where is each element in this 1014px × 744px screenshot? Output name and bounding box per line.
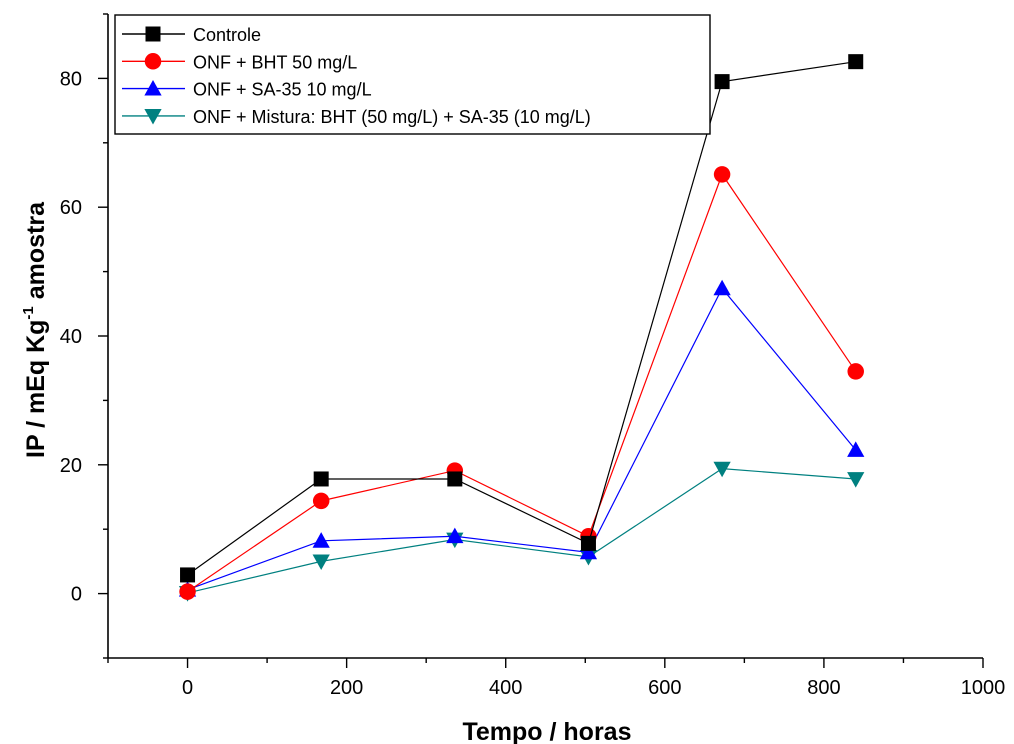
legend-label: ONF + Mistura: BHT (50 mg/L) + SA-35 (10… — [193, 107, 591, 127]
legend-marker — [144, 53, 162, 70]
data-point — [313, 471, 329, 487]
series-triangle-down — [178, 461, 865, 602]
data-point — [713, 461, 731, 478]
series-triangle-up — [178, 279, 865, 597]
x-axis-title: Tempo / horas — [462, 718, 631, 744]
series-line — [187, 287, 857, 591]
series-line — [187, 173, 857, 593]
data-point — [179, 583, 196, 600]
legend-label: ONF + SA-35 10 mg/L — [193, 80, 372, 100]
y-tick-label: 20 — [60, 455, 82, 477]
data-point — [713, 166, 731, 183]
y-axis-title-sup: -1 — [20, 306, 37, 319]
data-point — [847, 363, 864, 380]
data-point — [446, 527, 464, 544]
x-tick-label: 1000 — [961, 677, 1006, 699]
legend-label: ONF + BHT 50 mg/L — [193, 52, 357, 72]
y-axis-title-main: IP / mEq Kg — [22, 320, 50, 458]
series-line — [187, 468, 856, 594]
x-tick-label: 800 — [807, 677, 840, 699]
x-tick-label: 400 — [489, 677, 522, 699]
y-tick-label: 60 — [60, 197, 82, 219]
data-point — [579, 543, 598, 560]
legend-marker — [145, 26, 161, 42]
series-square — [180, 54, 864, 583]
series-line — [187, 61, 856, 576]
legend-marker — [144, 79, 162, 96]
data-point — [847, 441, 865, 457]
legend-label: Controle — [193, 25, 261, 45]
series-circle — [179, 166, 864, 600]
legend-box — [114, 14, 711, 135]
data-point — [312, 554, 330, 571]
data-point — [580, 535, 596, 551]
data-point — [847, 472, 865, 488]
data-point — [312, 492, 330, 510]
data-point — [714, 74, 730, 90]
x-tick-label: 600 — [648, 677, 681, 699]
y-axis-title-tail: amostra — [22, 201, 50, 306]
data-point — [713, 279, 731, 296]
data-point — [312, 532, 330, 548]
data-point — [848, 54, 864, 70]
x-tick-label: 200 — [330, 677, 363, 699]
series-layer — [178, 54, 865, 602]
axes: 0 200 400 600 800 1000 0 20 40 60 80 — [60, 13, 1006, 699]
y-tick-label: 80 — [60, 68, 82, 90]
legend: Controle ONF + BHT 50 mg/L ONF + SA-35 10 … — [114, 14, 711, 135]
data-point — [180, 567, 196, 583]
data-point — [447, 471, 463, 487]
y-tick-label: 0 — [71, 584, 82, 606]
x-tick-label: 0 — [182, 677, 193, 699]
y-tick-label: 40 — [60, 326, 82, 348]
y-axis-title: IP / mEq Kg-1 amostra — [20, 201, 50, 458]
legend-marker — [144, 109, 162, 125]
